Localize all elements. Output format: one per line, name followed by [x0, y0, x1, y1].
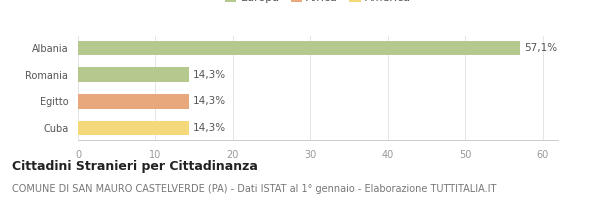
Bar — [78, 41, 520, 55]
Legend: Europa, Africa, America: Europa, Africa, America — [220, 0, 416, 7]
Text: 14,3%: 14,3% — [193, 70, 226, 80]
Text: 57,1%: 57,1% — [524, 43, 557, 53]
Text: 14,3%: 14,3% — [193, 123, 226, 133]
Text: Cittadini Stranieri per Cittadinanza: Cittadini Stranieri per Cittadinanza — [12, 160, 258, 173]
Bar — [78, 94, 189, 109]
Text: COMUNE DI SAN MAURO CASTELVERDE (PA) - Dati ISTAT al 1° gennaio - Elaborazione T: COMUNE DI SAN MAURO CASTELVERDE (PA) - D… — [12, 184, 496, 194]
Text: 14,3%: 14,3% — [193, 96, 226, 106]
Bar — [78, 67, 189, 82]
Bar — [78, 121, 189, 135]
